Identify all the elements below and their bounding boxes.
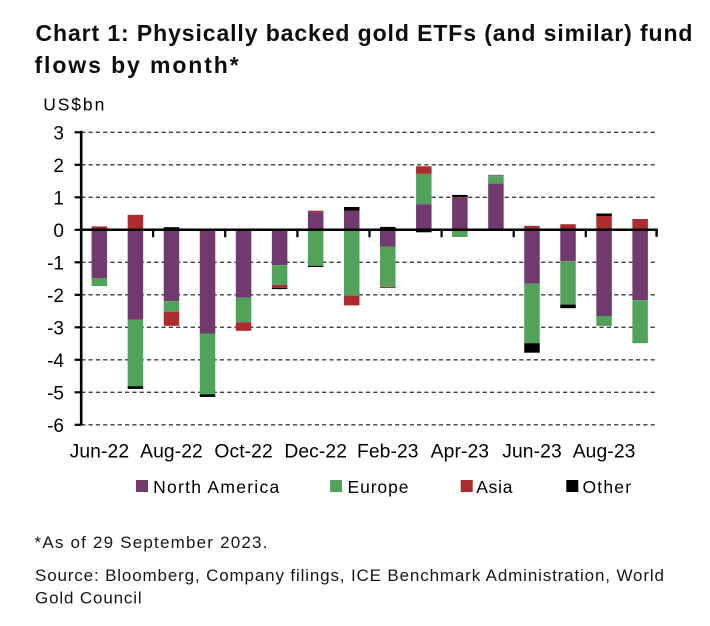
svg-text:Oct-22: Oct-22 (214, 442, 272, 463)
svg-text:Aug-22: Aug-22 (140, 442, 203, 463)
svg-text:Other: Other (583, 477, 633, 497)
svg-text:Gold Council: Gold Council (35, 589, 143, 608)
svg-text:Feb-23: Feb-23 (357, 442, 419, 463)
svg-text:3: 3 (53, 123, 64, 144)
svg-text:Europe: Europe (348, 477, 410, 497)
svg-text:North America: North America (153, 477, 280, 497)
svg-text:0: 0 (53, 221, 64, 242)
svg-text:Apr-23: Apr-23 (431, 442, 489, 463)
svg-text:Dec-22: Dec-22 (284, 442, 347, 463)
svg-text:-2: -2 (47, 286, 64, 307)
svg-text:-3: -3 (47, 318, 64, 339)
svg-text:-5: -5 (47, 383, 64, 404)
svg-text:flows by month*: flows by month* (35, 52, 241, 78)
svg-text:US$bn: US$bn (43, 94, 106, 114)
svg-text:Aug-23: Aug-23 (573, 442, 636, 463)
svg-text:2: 2 (53, 156, 64, 177)
svg-text:*As of 29 September 2023.: *As of 29 September 2023. (35, 533, 269, 552)
svg-text:Chart 1: Physically backed gol: Chart 1: Physically backed gold ETFs (an… (36, 20, 694, 46)
svg-text:-4: -4 (47, 351, 64, 372)
svg-text:Jun-23: Jun-23 (502, 442, 562, 463)
svg-text:Jun-22: Jun-22 (70, 442, 130, 463)
svg-text:-6: -6 (47, 416, 64, 437)
svg-text:Source: Bloomberg, Company fil: Source: Bloomberg, Company filings, ICE … (35, 566, 665, 585)
svg-text:-1: -1 (47, 253, 64, 274)
svg-text:Asia: Asia (476, 477, 513, 497)
svg-text:1: 1 (53, 188, 64, 209)
